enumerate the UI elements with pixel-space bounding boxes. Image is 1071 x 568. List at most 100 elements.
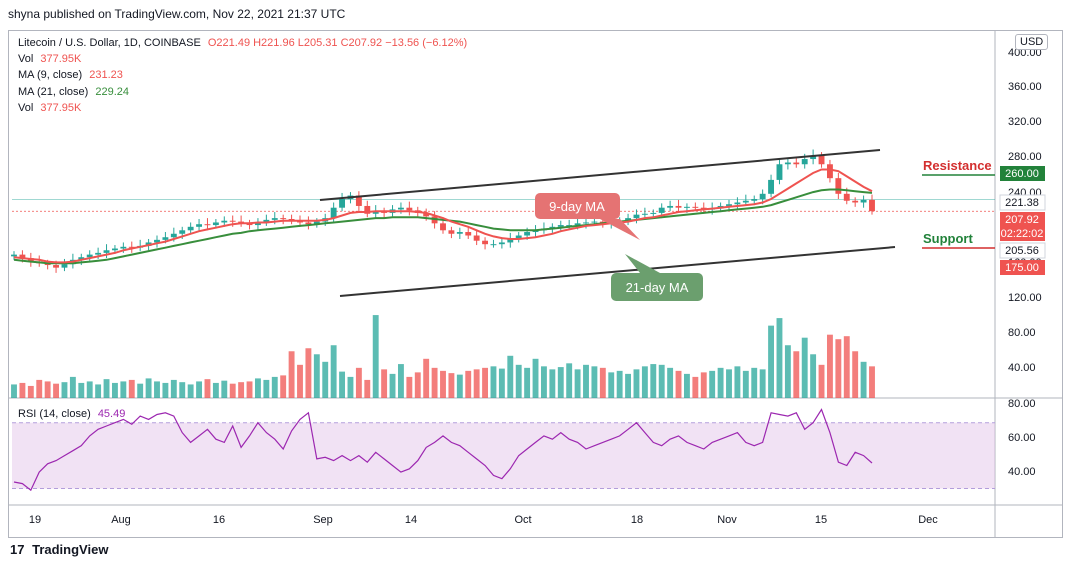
candle-body	[212, 222, 219, 226]
volume-bar	[633, 369, 640, 398]
volume-bar	[650, 364, 657, 398]
candle-body	[507, 238, 514, 243]
time-axis-label: Dec	[918, 514, 938, 526]
volume-bar	[507, 355, 514, 398]
volume-bar	[524, 367, 531, 398]
volume-bar	[776, 318, 783, 398]
resistance-label: Resistance	[923, 158, 992, 173]
legend-vol2-value: 377.95K	[40, 102, 82, 114]
volume-bar	[103, 379, 110, 398]
candle-body	[11, 254, 17, 257]
volume-bar	[490, 366, 497, 398]
volume-bar	[288, 351, 295, 398]
candle-body	[683, 206, 690, 208]
price-badge	[999, 194, 1046, 211]
ma9-callout	[535, 193, 620, 219]
volume-bar	[381, 369, 388, 398]
volume-bar	[162, 382, 169, 398]
volume-bar	[53, 383, 60, 398]
publish-header: shyna published on TradingView.com, Nov …	[8, 7, 346, 21]
volume-bar	[608, 372, 615, 398]
ma21-line	[13, 188, 873, 265]
volume-bar	[675, 370, 682, 398]
time-axis-label: Aug	[111, 514, 131, 526]
volume-bar	[406, 376, 413, 398]
volume-bar	[128, 379, 135, 398]
volume-bar	[322, 361, 329, 398]
volume-tick-label: 80.00	[1008, 327, 1036, 339]
candle-body	[482, 240, 489, 245]
candle-body	[869, 199, 875, 212]
volume-bar	[456, 374, 463, 398]
channel-lower-line	[339, 246, 896, 297]
volume-bar	[583, 364, 589, 398]
candle-body	[271, 218, 278, 220]
price-badge	[999, 242, 1046, 259]
price-badge-label: 260.00	[1005, 168, 1039, 180]
ma21-callout	[611, 273, 703, 301]
time-axis-label: Nov	[717, 514, 737, 526]
volume-bar	[826, 334, 833, 398]
price-badge	[1000, 226, 1045, 241]
candle-body	[826, 164, 833, 179]
time-axis-label: Sep	[313, 514, 333, 526]
price-badge-label: 221.38	[1005, 197, 1039, 209]
time-axis-label: 16	[213, 514, 225, 526]
legend-symbol-row: Litecoin / U.S. Dollar, 1D, COINBASE O22…	[18, 37, 467, 49]
volume-bar	[751, 367, 758, 398]
candle-body	[120, 246, 127, 249]
candle-body	[423, 212, 430, 217]
volume-bar	[591, 366, 598, 398]
candle-body	[254, 222, 261, 226]
legend-vol2-label: Vol	[18, 102, 34, 114]
candle-body	[793, 162, 800, 165]
ma9-callout-label: 9-day MA	[549, 199, 605, 214]
candle-body	[61, 264, 68, 268]
rsi-line	[13, 408, 873, 492]
volume-bar	[423, 358, 430, 398]
volume-bar	[465, 370, 472, 398]
price-badge	[1000, 212, 1045, 227]
volume-bar	[557, 367, 564, 398]
time-axis-label: Oct	[514, 514, 531, 526]
legend-rsi: RSI (14, close) 45.49	[18, 408, 125, 420]
candle-body	[852, 200, 859, 203]
tradingview-footer[interactable]: 17 TradingView	[10, 542, 108, 557]
candle-body	[860, 199, 867, 203]
volume-bar	[482, 367, 489, 398]
volume-bar	[549, 369, 556, 398]
candle-body	[524, 232, 531, 236]
currency-button[interactable]: USD	[1015, 34, 1049, 50]
volume-bar	[170, 379, 177, 398]
candle-body	[313, 221, 320, 225]
volume-bar	[717, 367, 724, 398]
volume-bar	[532, 358, 539, 398]
price-tick-label: 320.00	[1008, 116, 1042, 128]
volume-bar	[254, 378, 261, 398]
volume-bar	[448, 373, 455, 398]
legend-ohlc: O221.49 H221.96 L205.31 C207.92 −13.56 (…	[207, 37, 468, 49]
price-badge	[1000, 260, 1045, 275]
volume-bar	[263, 379, 270, 398]
candle-body	[692, 206, 699, 208]
volume-bar	[238, 382, 245, 398]
candle-body	[557, 225, 564, 227]
candle-body	[734, 202, 741, 205]
volume-bar	[187, 384, 194, 398]
candle-body	[574, 223, 581, 226]
volume-bar	[692, 376, 699, 398]
candle-body	[625, 218, 632, 221]
candle-body	[179, 230, 186, 234]
candle-body	[650, 212, 657, 214]
volume-bar	[330, 345, 337, 398]
candle-body	[103, 250, 110, 253]
candle-body	[810, 155, 817, 160]
candle-body	[641, 213, 648, 215]
candle-body	[53, 265, 60, 268]
candle-body	[667, 205, 674, 208]
candle-body	[111, 248, 118, 251]
price-badge-label: 175.00	[1005, 262, 1039, 274]
volume-bar	[566, 363, 573, 398]
volume-bar	[355, 367, 362, 398]
